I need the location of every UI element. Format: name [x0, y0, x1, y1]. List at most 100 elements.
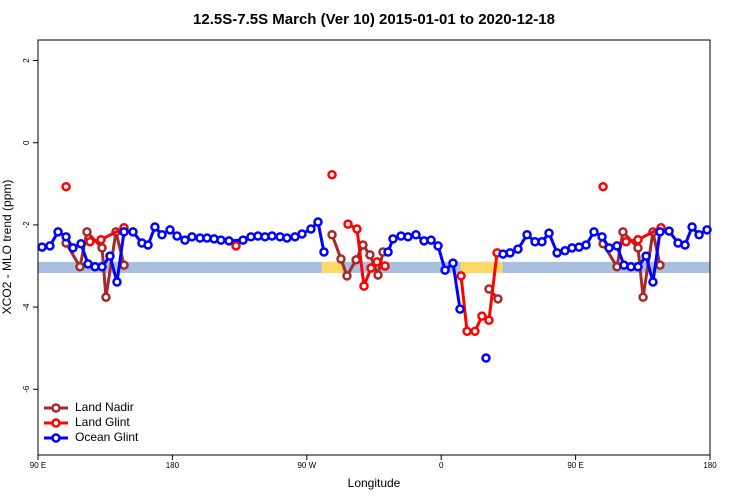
data-point [411, 230, 421, 240]
data-point [462, 326, 472, 337]
data-point [664, 226, 674, 236]
data-point [366, 263, 376, 273]
x-tick-label: 0 [439, 461, 444, 470]
x-tick-label: 180 [166, 461, 180, 470]
x-tick-label: 90 E [567, 461, 583, 470]
data-point [53, 227, 63, 237]
legend-label: Land Glint [75, 415, 130, 429]
data-point [383, 247, 393, 257]
legend-marker [51, 403, 61, 413]
data-point [313, 217, 323, 227]
data-point [143, 240, 153, 250]
data-point [297, 229, 307, 239]
data-point [342, 271, 352, 281]
highlight-span [460, 261, 503, 273]
data-point [216, 235, 226, 245]
data-point [365, 250, 375, 260]
data-point [481, 353, 491, 363]
data-point [238, 235, 248, 245]
data-point [633, 243, 643, 253]
data-point [581, 240, 591, 250]
data-point [105, 251, 115, 261]
data-point [598, 181, 608, 192]
data-point [493, 294, 503, 304]
data-point [638, 292, 648, 302]
data-point [655, 260, 665, 270]
data-point [327, 230, 337, 240]
data-point [180, 235, 190, 245]
legend-label: Land Nadir [75, 400, 134, 414]
y-axis-label: XCO2 - MLO trend (ppm) [0, 180, 14, 315]
data-point [76, 239, 86, 249]
data-point [433, 241, 443, 251]
data-point [604, 243, 614, 253]
data-point [513, 244, 523, 254]
data-point [157, 230, 167, 240]
data-point [537, 236, 547, 247]
data-point [128, 227, 138, 237]
data-point [373, 270, 383, 280]
data-point [589, 227, 599, 237]
data-point [45, 241, 55, 251]
data-point [319, 247, 329, 257]
data-point [448, 258, 458, 268]
data-point [597, 232, 607, 242]
data-point [702, 225, 712, 235]
data-point [97, 243, 107, 253]
data-point [224, 236, 234, 246]
data-point [172, 231, 182, 241]
data-point [282, 233, 292, 243]
data-point [343, 219, 353, 229]
data-point [455, 304, 465, 314]
data-point [359, 281, 369, 291]
data-point [477, 311, 487, 321]
highlight-span [321, 261, 343, 273]
data-point [687, 222, 697, 232]
data-point [85, 236, 95, 247]
data-point [97, 262, 107, 272]
x-tick-label: 90 E [30, 461, 46, 470]
y-tick-label: -4 [22, 303, 31, 311]
data-point [633, 262, 643, 272]
data-point [112, 277, 122, 287]
legend-marker [51, 433, 61, 443]
data-point [352, 224, 362, 234]
data-point [426, 235, 436, 245]
data-point [505, 248, 515, 258]
data-point [544, 228, 554, 238]
x-tick-label: 180 [703, 461, 717, 470]
data-point [61, 181, 71, 192]
y-tick-label: -6 [22, 385, 31, 393]
y-tick-label: 2 [22, 58, 31, 63]
data-point [655, 227, 665, 237]
data-point [456, 271, 466, 281]
data-point [75, 262, 85, 272]
data-point [231, 241, 241, 251]
data-point [101, 292, 111, 302]
data-point [380, 261, 390, 271]
data-point [633, 234, 643, 245]
data-point [612, 241, 622, 251]
x-axis-label: Longitude [348, 476, 401, 490]
data-point [187, 232, 197, 242]
data-point [82, 227, 92, 237]
data-point [403, 232, 413, 242]
data-point [388, 234, 398, 244]
y-tick-label: 0 [22, 140, 31, 145]
data-point [119, 227, 129, 237]
legend-marker [51, 418, 61, 428]
data-point [37, 242, 47, 252]
data-point [351, 255, 361, 265]
data-point [306, 224, 316, 234]
data-point [680, 240, 690, 250]
data-point [327, 170, 337, 180]
chart-title: 12.5S-7.5S March (Ver 10) 2015-01-01 to … [193, 11, 555, 28]
data-point [150, 222, 160, 232]
data-point [68, 243, 78, 253]
data-point [618, 227, 628, 237]
data-point [267, 231, 277, 241]
y-tick-label: -2 [22, 221, 31, 229]
data-point [165, 225, 175, 235]
data-point [372, 257, 382, 267]
